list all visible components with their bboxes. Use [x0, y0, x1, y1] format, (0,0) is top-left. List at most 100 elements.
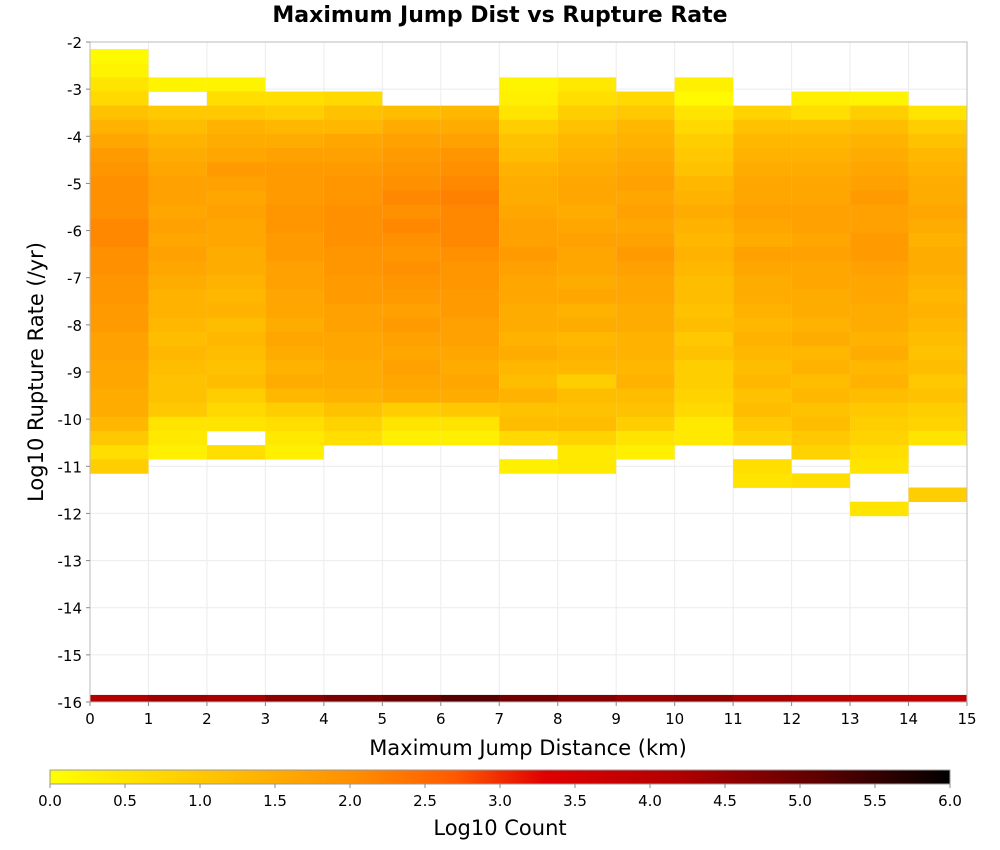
heatmap-cell: [440, 346, 500, 361]
heatmap-cell: [90, 317, 149, 333]
heatmap-cell: [265, 105, 324, 121]
heatmap-cell: [90, 303, 149, 319]
heatmap-cell: [323, 261, 383, 276]
heatmap-cell: [791, 133, 851, 149]
colorbar-tick-label: 0.0: [38, 792, 62, 810]
heatmap-cell: [908, 162, 967, 177]
heatmap-cell: [499, 346, 558, 361]
heatmap-cell: [733, 459, 792, 474]
heatmap-cell: [850, 133, 909, 149]
heatmap-cell: [265, 119, 324, 135]
heatmap-cell: [557, 275, 617, 290]
heatmap-cell: [323, 289, 383, 305]
heatmap-cell: [382, 247, 441, 262]
heatmap-cell: [850, 162, 909, 177]
heatmap-cell: [265, 190, 324, 206]
heatmap-cell: [499, 204, 558, 220]
heatmap-cell: [148, 430, 207, 446]
heatmap-cell: [733, 346, 792, 361]
heatmap-cell: [499, 360, 558, 375]
heatmap-cell: [557, 261, 617, 276]
heatmap-cell: [323, 176, 383, 191]
heatmap-cell: [908, 133, 967, 149]
colorbar-tick-label: 1.0: [188, 792, 212, 810]
heatmap-cell: [148, 289, 207, 305]
heatmap-cell: [850, 247, 909, 262]
x-tick-label: 1: [144, 710, 154, 728]
heatmap-cell: [674, 275, 734, 290]
heatmap-cell: [557, 317, 617, 333]
heatmap-cell: [850, 374, 909, 389]
heatmap-cell: [674, 162, 734, 177]
y-tick-label: -10: [58, 411, 83, 429]
heatmap-cell: [206, 119, 266, 135]
heatmap-cell: [850, 289, 909, 305]
heatmap-cell: [90, 119, 149, 135]
x-axis-ticks: 0 1 2 3 4 5 6 7 8 9 10 11 12 13 14 15: [85, 702, 977, 728]
heatmap-cell: [265, 303, 324, 319]
heatmap-cell-bottom: [90, 694, 149, 702]
y-tick-label: -3: [67, 81, 82, 99]
heatmap-cell: [908, 148, 967, 163]
heatmap-cell: [674, 91, 734, 107]
heatmap-cell: [148, 162, 207, 177]
heatmap-cell: [850, 459, 909, 474]
heatmap-cell: [323, 105, 383, 121]
heatmap-cell: [791, 416, 851, 432]
heatmap-cell: [90, 63, 149, 78]
y-tick-label: -5: [67, 175, 82, 193]
heatmap-cell: [908, 247, 967, 262]
heatmap-cell: [557, 346, 617, 361]
y-tick-label: -4: [67, 128, 82, 146]
heatmap-cell: [850, 317, 909, 333]
heatmap-cell: [733, 190, 792, 206]
heatmap-cell: [557, 289, 617, 305]
heatmap-cell: [499, 176, 558, 191]
heatmap-cell: [90, 402, 149, 418]
heatmap-cell: [908, 261, 967, 276]
heatmap-cell-bottom: [557, 694, 617, 702]
heatmap-cell: [733, 247, 792, 262]
heatmap-cell: [323, 388, 383, 404]
heatmap-cell: [791, 331, 851, 347]
heatmap-cell: [265, 416, 324, 432]
heatmap-cell: [791, 402, 851, 418]
heatmap-cell: [616, 445, 675, 460]
heatmap-cell: [674, 232, 734, 248]
heatmap-cell: [791, 275, 851, 290]
heatmap-cell: [148, 360, 207, 375]
heatmap-cell: [733, 133, 792, 149]
heatmap-cell: [733, 176, 792, 191]
heatmap-cell: [323, 430, 383, 446]
heatmap-cell: [440, 204, 500, 220]
heatmap-cell-bottom: [616, 694, 676, 702]
heatmap-cell: [206, 289, 266, 305]
heatmap-cell: [440, 247, 500, 262]
heatmap-cell: [265, 247, 324, 262]
heatmap-cell: [90, 190, 149, 206]
heatmap-cell: [674, 360, 734, 375]
heatmap-cell: [265, 232, 324, 248]
heatmap-cell: [323, 275, 383, 290]
heatmap-cell: [90, 416, 149, 432]
heatmap-cell: [850, 204, 909, 220]
heatmap-cell: [206, 303, 266, 319]
heatmap-cell: [382, 275, 441, 290]
heatmap-cell: [674, 204, 734, 220]
x-tick-label: 6: [436, 710, 446, 728]
heatmap-cell: [557, 162, 617, 177]
heatmap-cell-bottom: [850, 694, 909, 702]
heatmap-cell: [265, 162, 324, 177]
heatmap-cell: [674, 176, 734, 191]
heatmap-cell: [908, 317, 967, 333]
heatmap-cell: [382, 346, 441, 361]
heatmap-cell: [382, 317, 441, 333]
heatmap-cell: [90, 247, 149, 262]
heatmap-cell: [323, 346, 383, 361]
heatmap-cell: [557, 430, 617, 446]
y-tick-label: -6: [67, 223, 82, 241]
heatmap-cell: [440, 232, 500, 248]
heatmap-cell: [908, 360, 967, 375]
heatmap-cell: [499, 289, 558, 305]
heatmap-cell: [440, 402, 500, 418]
